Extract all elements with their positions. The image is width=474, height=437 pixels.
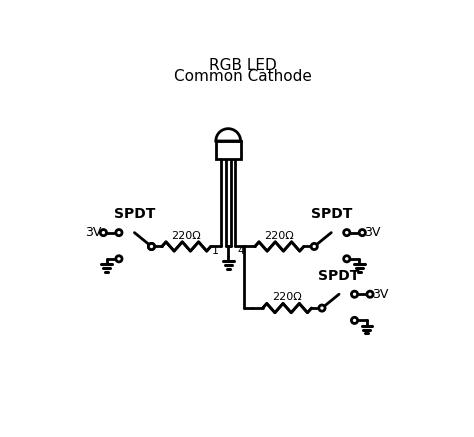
Circle shape <box>344 256 350 262</box>
Circle shape <box>319 305 325 311</box>
Text: 3V: 3V <box>364 226 381 239</box>
Circle shape <box>311 243 317 250</box>
Wedge shape <box>216 128 241 141</box>
Text: 4: 4 <box>237 246 244 256</box>
Bar <box>216 141 241 159</box>
Circle shape <box>359 229 365 236</box>
Circle shape <box>148 243 155 250</box>
Text: 220Ω: 220Ω <box>172 231 201 241</box>
Text: 220Ω: 220Ω <box>264 231 294 241</box>
Circle shape <box>351 291 357 297</box>
Text: Common Cathode: Common Cathode <box>174 69 312 84</box>
Circle shape <box>351 317 357 323</box>
Circle shape <box>148 243 155 250</box>
Text: SPDT: SPDT <box>319 269 360 283</box>
Text: RGB LED: RGB LED <box>209 58 277 73</box>
Text: 3V: 3V <box>85 226 101 239</box>
Circle shape <box>100 229 107 236</box>
Circle shape <box>116 229 122 236</box>
Text: SPDT: SPDT <box>114 207 155 221</box>
Circle shape <box>344 229 350 236</box>
Text: 1: 1 <box>212 246 219 256</box>
Text: SPDT: SPDT <box>310 207 352 221</box>
Text: 3V: 3V <box>372 288 388 301</box>
Circle shape <box>116 256 122 262</box>
Circle shape <box>367 291 373 297</box>
Text: 220Ω: 220Ω <box>272 292 302 302</box>
